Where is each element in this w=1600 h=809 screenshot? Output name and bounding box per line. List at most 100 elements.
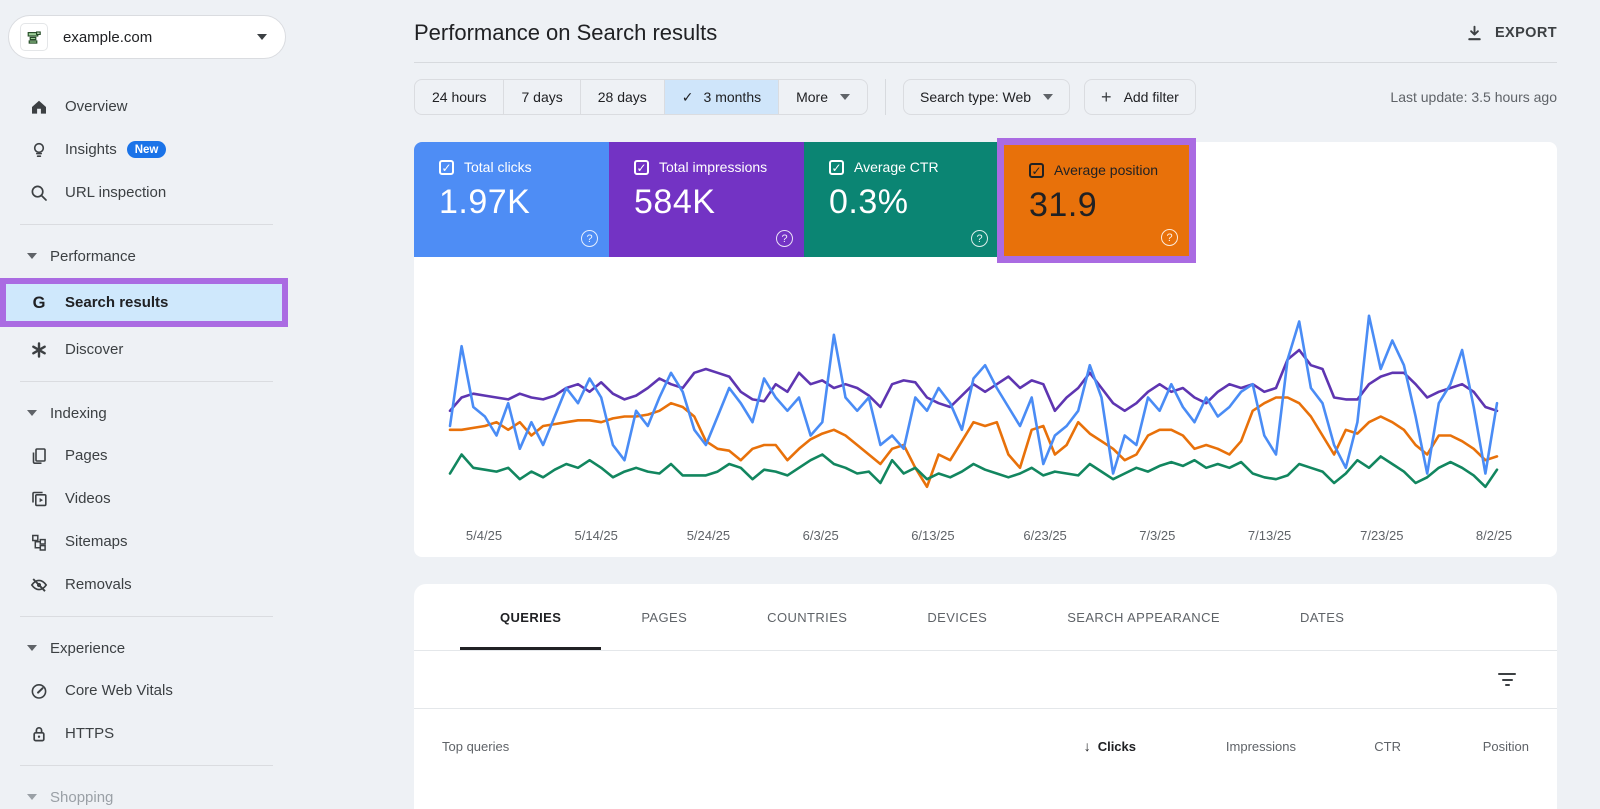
lock-icon — [29, 724, 49, 744]
column-top-queries[interactable]: Top queries — [442, 738, 510, 754]
divider — [20, 224, 273, 225]
range-more-dropdown[interactable]: More — [779, 80, 867, 114]
chart-line-clicks — [448, 314, 1499, 475]
column-ctr[interactable]: CTR — [1374, 738, 1401, 754]
sidebar-item-label: Overview — [65, 98, 128, 115]
column-impressions[interactable]: Impressions — [1225, 738, 1296, 754]
metric-value: 0.3% — [829, 183, 909, 221]
sidebar-item-label: Insights — [65, 141, 117, 158]
chevron-down-icon — [1043, 94, 1054, 100]
sidebar-item-core-web-vitals[interactable]: Core Web Vitals — [0, 669, 300, 712]
help-icon[interactable]: ? — [581, 230, 598, 247]
tab-dates[interactable]: DATES — [1299, 609, 1345, 625]
asterisk-icon — [29, 340, 49, 360]
help-icon[interactable]: ? — [776, 230, 793, 247]
checkbox-checked-icon[interactable]: ✓ — [634, 159, 649, 175]
sidebar-item-videos[interactable]: Videos — [0, 477, 300, 520]
property-selector[interactable]: example.com — [8, 15, 286, 59]
tab-search-appearance[interactable]: SEARCH APPEARANCE — [1067, 609, 1220, 625]
x-axis-tick-label: 7/23/25 — [1360, 528, 1403, 543]
metric-label: Average position — [1054, 162, 1159, 178]
dimension-tabs: QUERIES PAGES COUNTRIES DEVICES SEARCH A… — [414, 584, 1557, 650]
range-28-days[interactable]: 28 days — [581, 80, 665, 114]
filter-list-icon[interactable] — [1498, 673, 1516, 686]
last-update-text: Last update: 3.5 hours ago — [1390, 89, 1557, 105]
add-filter-label: Add filter — [1123, 89, 1179, 105]
range-3-months[interactable]: ✓ 3 months — [664, 80, 780, 114]
sidebar-item-insights[interactable]: Insights New — [0, 128, 300, 171]
checkbox-checked-icon[interactable]: ✓ — [829, 159, 844, 175]
metric-card-total-clicks[interactable]: ✓ Total clicks 1.97K ? — [414, 142, 609, 257]
sidebar-item-removals[interactable]: Removals — [0, 563, 300, 606]
help-icon[interactable]: ? — [1161, 229, 1178, 246]
filter-toolbar: 24 hours 7 days 28 days ✓ 3 months More … — [414, 79, 1557, 115]
help-icon[interactable]: ? — [971, 230, 988, 247]
more-label: More — [796, 89, 829, 105]
property-name: example.com — [63, 28, 153, 46]
checkbox-checked-icon[interactable]: ✓ — [439, 159, 454, 175]
sidebar-item-https[interactable]: HTTPS — [0, 712, 300, 755]
tab-devices[interactable]: DEVICES — [927, 609, 988, 625]
range-24-hours[interactable]: 24 hours — [415, 80, 505, 114]
tab-pages[interactable]: PAGES — [641, 609, 688, 625]
divider — [20, 765, 273, 766]
search-icon — [29, 183, 49, 203]
sidebar-item-label: Pages — [65, 447, 108, 464]
sidebar-section-indexing[interactable]: Indexing — [0, 392, 300, 434]
sidebar-section-shopping[interactable]: Shopping — [0, 776, 300, 809]
section-label: Shopping — [50, 788, 114, 806]
video-page-icon — [29, 489, 49, 509]
sidebar-section-experience[interactable]: Experience — [0, 627, 300, 669]
metric-value: 31.9 — [1029, 186, 1098, 224]
check-icon: ✓ — [681, 88, 694, 105]
checkbox-checked-icon[interactable]: ✓ — [1029, 162, 1044, 178]
divider — [885, 79, 887, 115]
section-label: Performance — [50, 247, 136, 265]
sidebar-item-label: Search results — [65, 294, 169, 311]
search-type-dropdown[interactable]: Search type: Web — [903, 79, 1071, 115]
annotation-highlight-box: G Search results — [0, 278, 288, 327]
add-filter-button[interactable]: + Add filter — [1084, 79, 1196, 115]
queries-table-header: Top queries ↓ Clicks Impressions CTR Pos… — [414, 709, 1557, 783]
search-type-label: Search type: Web — [920, 89, 1032, 105]
tab-countries[interactable]: COUNTRIES — [767, 609, 848, 625]
page-title: Performance on Search results — [414, 20, 718, 45]
sidebar-item-sitemaps[interactable]: Sitemaps — [0, 520, 300, 563]
performance-chart-svg: 5/4/25 5/14/25 5/24/25 6/3/25 6/13/25 6/23/25… — [448, 314, 1512, 543]
x-axis-tick-label: 7/3/25 — [1139, 528, 1175, 543]
chevron-down-icon — [27, 253, 37, 259]
column-position[interactable]: Position — [1482, 738, 1529, 754]
sidebar-item-search-results[interactable]: G Search results — [6, 284, 282, 321]
chevron-down-icon — [27, 410, 37, 416]
svg-text:G: G — [33, 294, 46, 312]
range-7-days[interactable]: 7 days — [504, 80, 581, 114]
plus-icon: + — [1101, 86, 1112, 107]
x-axis-tick-label: 7/13/25 — [1248, 528, 1291, 543]
metric-card-average-ctr[interactable]: ✓ Average CTR 0.3% ? — [804, 142, 999, 257]
divider — [20, 381, 273, 382]
sidebar-item-pages[interactable]: Pages — [0, 434, 300, 477]
chart-line-ctr — [448, 453, 1499, 489]
speedometer-icon — [29, 681, 49, 701]
sidebar-section-performance[interactable]: Performance — [0, 235, 300, 277]
chevron-down-icon — [257, 34, 267, 40]
sidebar-item-discover[interactable]: Discover — [0, 328, 300, 371]
export-button[interactable]: EXPORT — [1465, 24, 1557, 43]
tab-queries[interactable]: QUERIES — [460, 584, 602, 650]
download-icon — [1465, 24, 1484, 43]
sidebar-item-label: Discover — [65, 341, 124, 358]
column-label: Clicks — [1097, 738, 1136, 754]
sidebar-item-label: Core Web Vitals — [65, 682, 173, 699]
metric-label: Total clicks — [464, 159, 532, 175]
range-label: 3 months — [703, 89, 762, 105]
column-clicks[interactable]: ↓ Clicks — [971, 738, 1136, 754]
metric-card-total-impressions[interactable]: ✓ Total impressions 584K ? — [609, 142, 804, 257]
pages-icon — [29, 446, 49, 466]
sidebar-item-url-inspection[interactable]: URL inspection — [0, 171, 300, 214]
section-label: Indexing — [50, 404, 107, 422]
sidebar-item-overview[interactable]: Overview — [0, 85, 300, 128]
dimensions-panel: QUERIES PAGES COUNTRIES DEVICES SEARCH A… — [414, 584, 1557, 809]
metric-card-average-position[interactable]: ✓ Average position 31.9 ? — [1004, 145, 1189, 256]
sitemap-icon — [29, 532, 49, 552]
new-badge: New — [126, 141, 167, 158]
